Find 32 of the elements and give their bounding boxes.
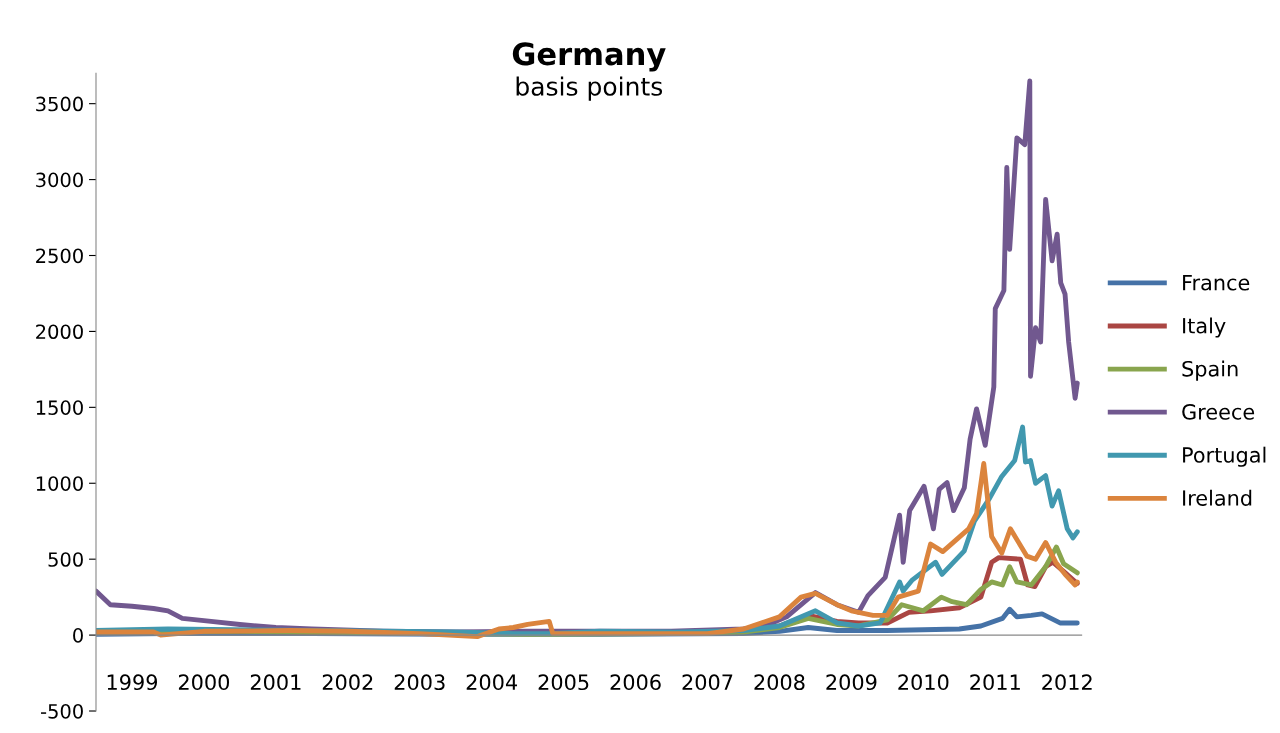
legend-label: Greece [1182,403,1255,420]
y-tick-label: 2500 [36,248,83,264]
legend-label: Ireland [1183,489,1252,506]
x-tick-label: 2003 [394,674,445,691]
x-tick-label: 2004 [466,674,518,691]
y-tick-label: 1500 [36,400,83,415]
x-tick-label: 2002 [322,674,373,691]
chart-subtitle: basis points [516,76,663,101]
y-tick-label: 3500 [36,96,83,112]
x-tick-label: 2005 [538,674,589,691]
chart-title: Germany [512,42,666,72]
x-tick-label: 1999 [107,674,158,691]
legend-label: Italy [1183,317,1226,338]
x-tick-label: 2012 [1042,674,1092,691]
x-tick-label: 2010 [898,674,949,691]
y-tick-label: 2000 [36,324,83,340]
x-tick-label: 2001 [250,674,301,691]
x-tick-label: 2009 [826,674,877,691]
legend-label: Spain [1182,360,1238,381]
y-tick-label: -500 [41,703,83,719]
y-tick-label: 3000 [36,172,83,188]
x-tick-label: 2006 [610,674,661,691]
y-tick-label: 500 [48,552,83,567]
y-tick-label: 0 [73,628,83,643]
x-tick-label: 2011 [970,674,1020,691]
line-series [96,461,1080,640]
x-tick-label: 2007 [682,674,733,691]
legend-label: Portugal [1183,446,1266,467]
x-tick-label: 2000 [178,674,230,691]
y-tick-label: 1000 [36,476,83,491]
x-tick-label: 2008 [754,674,805,691]
legend-label: France [1183,275,1250,291]
